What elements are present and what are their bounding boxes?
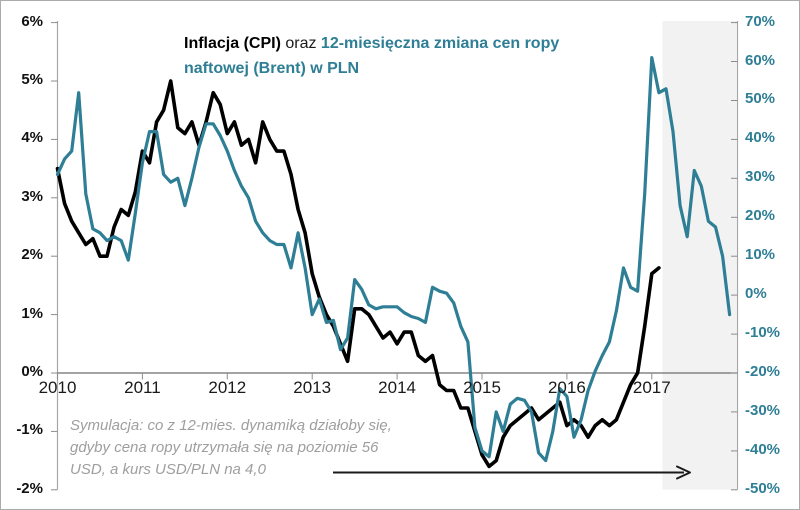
y-right-tick-label: 50% bbox=[745, 90, 776, 108]
y-left-tick-label: 6% bbox=[21, 12, 43, 30]
y-right-tick-label: -30% bbox=[745, 401, 781, 419]
y-right-tick-label: 10% bbox=[745, 246, 776, 264]
x-year-label: 2013 bbox=[293, 378, 332, 397]
y-right-tick-label: -50% bbox=[745, 479, 781, 497]
y-left-tick-label: 4% bbox=[21, 129, 43, 147]
brent-line bbox=[55, 55, 732, 463]
chart-title: Inflacja (CPI) oraz 12-miesięczna zmiana… bbox=[184, 31, 654, 81]
title-brent-segment: 12-miesięczna zmiana cen ropy bbox=[320, 35, 560, 52]
title-oraz-segment: oraz bbox=[280, 35, 321, 52]
simulation-annotation: Symulacja: co z 12-mies. dynamiką działo… bbox=[70, 415, 392, 481]
x-year-label: 2017 bbox=[632, 378, 671, 397]
x-year-label: 2010 bbox=[38, 378, 77, 397]
y-left-tick-label: -1% bbox=[16, 421, 43, 439]
y-left-tick-label: 3% bbox=[21, 187, 43, 205]
annotation-line-3: USD, a kurs USD/PLN na 4,0 bbox=[70, 461, 266, 478]
y-right-tick-label: -10% bbox=[745, 324, 781, 342]
y-right-tick-label: 0% bbox=[745, 285, 767, 303]
trend-arrow-head bbox=[676, 465, 691, 480]
y-right-tick-label: 60% bbox=[745, 51, 776, 69]
y-left-tick-label: 0% bbox=[21, 363, 43, 380]
x-year-label: 2014 bbox=[378, 378, 416, 397]
y-left-tick-label: 2% bbox=[21, 246, 43, 264]
y-right-tick-label: 30% bbox=[745, 168, 776, 186]
annotation-line-2: gdyby cena ropy utrzymała się na poziomi… bbox=[70, 439, 379, 456]
y-left-tick-label: -2% bbox=[16, 479, 43, 497]
y-right-tick-label: 20% bbox=[745, 207, 776, 225]
title-cpi-segment: Inflacja (CPI) bbox=[184, 35, 281, 52]
y-right-tick-label: -40% bbox=[745, 440, 781, 458]
x-year-label: 2011 bbox=[124, 378, 161, 397]
simulation-shade-region bbox=[662, 21, 737, 490]
y-right-tick-label: -20% bbox=[745, 363, 781, 380]
y-left-tick-label: 1% bbox=[21, 304, 43, 322]
x-year-label: 2012 bbox=[208, 378, 247, 397]
y-right-tick-label: 70% bbox=[745, 12, 776, 30]
y-right-tick-label: 40% bbox=[745, 129, 776, 147]
annotation-line-1: Symulacja: co z 12-mies. dynamiką działo… bbox=[70, 417, 392, 434]
x-year-label: 2015 bbox=[463, 378, 501, 397]
y-left-tick-label: 5% bbox=[21, 71, 43, 88]
x-year-label: 2016 bbox=[547, 378, 586, 397]
title-brent-segment-line2: naftowej (Brent) w PLN bbox=[184, 60, 360, 77]
